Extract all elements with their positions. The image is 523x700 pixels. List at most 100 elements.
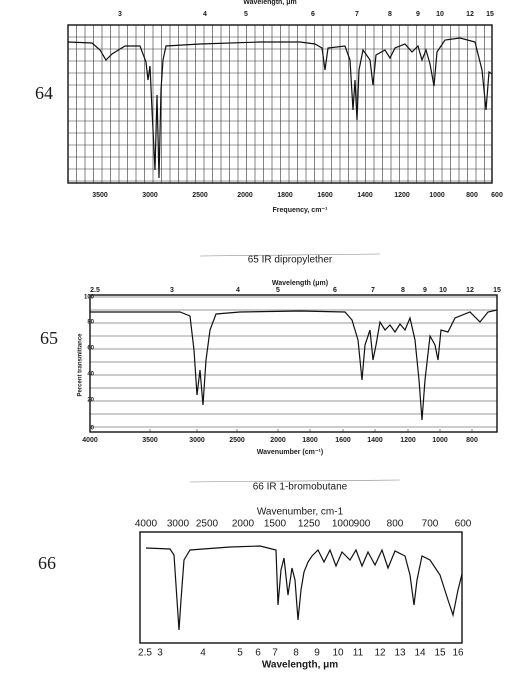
top-tick-label: 3: [170, 287, 174, 294]
bottom-tick-label: 8: [293, 648, 299, 659]
bottom-tick-label: 3500: [92, 192, 108, 199]
top-tick-label: 7: [371, 287, 375, 294]
bottom-tick-label: 14: [414, 648, 426, 659]
x-axis-label: Wavelength, μm: [262, 660, 338, 671]
grid: [67, 24, 492, 183]
bottom-tick-label: 1800: [302, 437, 318, 444]
top-tick-label: 10: [436, 11, 444, 18]
spectrum-65: [89, 253, 498, 433]
top-tick-label: 3: [118, 11, 122, 18]
bottom-tick-label: 10: [332, 648, 344, 659]
bottom-tick-label: 1600: [317, 192, 333, 199]
top-tick-label: 700: [422, 519, 439, 530]
top-tick-label: 6: [333, 287, 337, 294]
spectrum-curve: [67, 37, 493, 179]
bottom-tick-label: 7: [272, 648, 278, 659]
top-tick-label: 2500: [196, 519, 219, 530]
y-tick-label: 20: [87, 398, 94, 404]
bottom-tick-label: 15: [434, 648, 446, 659]
caption-rule: [199, 253, 381, 257]
top-tick-label: 6: [311, 11, 315, 18]
caption: 65 IR dipropylether: [248, 255, 333, 266]
top-tick-label: 4: [236, 287, 240, 294]
bottom-tick-label: 9: [314, 648, 320, 659]
bottom-tick-label: 1400: [357, 192, 373, 199]
top-tick-label: 1500: [264, 519, 287, 530]
spectrum-66: [139, 479, 463, 644]
top-axis-label: Wavenumber, cm-1: [257, 507, 344, 518]
y-tick-label: 80: [87, 320, 94, 326]
y-tick-label: 60: [87, 346, 94, 352]
x-axis-label: Frequency, cm⁻¹: [273, 207, 329, 214]
bottom-tick-label: 13: [394, 648, 406, 659]
bottom-tick-label: 2500: [192, 192, 208, 199]
top-tick-label: 5: [244, 11, 248, 18]
top-tick-label: 9: [416, 11, 420, 18]
bottom-tick-label: 3: [157, 648, 163, 659]
top-tick-label: 1250: [298, 519, 321, 530]
top-tick-label: 9: [423, 287, 427, 294]
bottom-tick-label: 1000: [429, 192, 445, 199]
spectrum-curve: [145, 545, 463, 631]
bottom-tick-label: 16: [452, 648, 464, 659]
bottom-tick-label: 2500: [229, 437, 245, 444]
bottom-tick-label: 1200: [394, 192, 410, 199]
bottom-tick-label: 1600: [335, 437, 351, 444]
bottom-tick-label: 1200: [400, 437, 416, 444]
top-tick-label: 3000: [167, 519, 190, 530]
bottom-tick-label: 1000: [432, 437, 448, 444]
bottom-tick-label: 6: [255, 648, 261, 659]
plot-frame: [139, 531, 463, 644]
top-tick-label: 7: [355, 11, 359, 18]
spectrum-curve: [90, 309, 498, 421]
top-tick-label: 8: [401, 287, 405, 294]
spectrum-number: 65: [40, 328, 58, 348]
bottom-tick-label: 4000: [82, 437, 98, 444]
caption-rule: [189, 479, 401, 483]
bottom-tick-label: 4: [200, 648, 206, 659]
top-tick-label: 2.5: [90, 287, 100, 294]
y-tick-label: 100: [84, 295, 95, 301]
bottom-tick-label: 3000: [142, 192, 158, 199]
top-tick-label: 8: [388, 11, 392, 18]
bottom-tick-label: 5: [237, 648, 243, 659]
bottom-tick-label: 12: [374, 648, 386, 659]
top-axis-label: Wavelength, μm: [243, 0, 296, 6]
y-axis-label: Percent transmittance: [78, 333, 84, 397]
x-axis-label: Wavenumber (cm⁻¹): [257, 449, 323, 456]
bottom-tick-label: 3500: [142, 437, 158, 444]
bottom-tick-label: 800: [466, 192, 478, 199]
top-tick-label: 900: [354, 519, 371, 530]
bottom-tick-label: 2000: [237, 192, 253, 199]
top-tick-label: 5: [276, 287, 280, 294]
top-tick-label: 1000: [332, 519, 355, 530]
bottom-tick-label: 800: [466, 437, 478, 444]
bottom-tick-label: 1800: [277, 192, 293, 199]
caption: 66 IR 1-bromobutane: [253, 482, 348, 493]
spectrum-number: 64: [35, 83, 53, 103]
top-axis-label: Wavelength (μm): [272, 280, 328, 287]
bottom-tick-label: 11: [353, 648, 364, 659]
top-tick-label: 12: [466, 11, 474, 18]
bottom-tick-label: 2.5: [138, 648, 152, 659]
bottom-tick-label: 1400: [367, 437, 383, 444]
y-tick-label: 0: [91, 426, 95, 432]
top-tick-label: 15: [486, 11, 494, 18]
bottom-tick-label: 3000: [189, 437, 205, 444]
top-tick-label: 10: [439, 287, 447, 294]
grid: [90, 296, 497, 432]
top-tick-label: 2000: [232, 519, 255, 530]
bottom-tick-label: 600: [491, 192, 503, 199]
y-tick-label: 40: [87, 372, 94, 378]
top-tick-label: 4000: [135, 519, 158, 530]
spectrum-number: 66: [38, 553, 56, 573]
bottom-tick-label: 2000: [270, 437, 286, 444]
top-tick-label: 4: [203, 11, 207, 18]
plot-frame: [67, 24, 493, 184]
plot-frame: [89, 294, 498, 433]
top-tick-label: 600: [455, 519, 472, 530]
top-tick-label: 12: [466, 287, 474, 294]
spectrum-64: [67, 24, 493, 184]
